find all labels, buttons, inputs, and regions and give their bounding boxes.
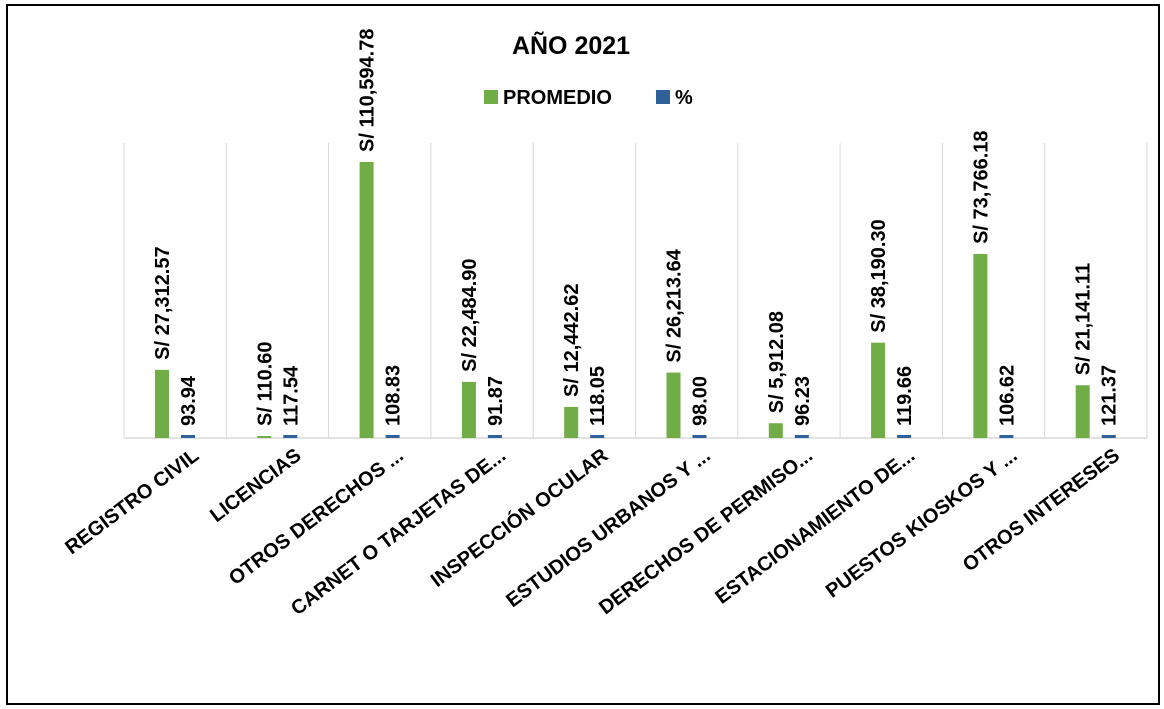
data-label-percent: 93.94: [178, 375, 200, 426]
bar-percent: [181, 435, 195, 438]
data-label-promedio: S/ 38,190.30: [868, 219, 890, 332]
data-label-promedio: S/ 22,484.90: [459, 258, 481, 371]
bar-percent: [794, 435, 809, 438]
category-label: INSPECCIÓN OCULAR: [426, 442, 613, 591]
category-label: CARNET O TARJETAS DE...: [287, 444, 510, 620]
data-label-percent: 91.87: [485, 376, 507, 426]
category-label: ESTUDIOS URBANOS Y ...: [502, 444, 714, 612]
category-label: OTROS DERECHOS ...: [225, 444, 408, 589]
bar-percent: [692, 435, 707, 438]
bar-promedio: [1075, 385, 1090, 438]
data-label-percent: 118.05: [587, 366, 609, 426]
legend-label-promedio: PROMEDIO: [503, 87, 612, 109]
bar-promedio: [973, 253, 988, 438]
category-label: PUESTOS KIOSKOS Y ...: [822, 444, 1022, 602]
legend: PROMEDIO%: [484, 87, 693, 109]
bar-promedio: [666, 372, 681, 438]
bar-percent: [283, 435, 298, 438]
category-label: DERECHOS DE PERMISO...: [595, 444, 817, 619]
data-label-promedio: S/ 26,213.64: [664, 248, 686, 362]
bar-promedio: [155, 369, 169, 438]
data-label-promedio: S/ 27,312.57: [152, 246, 174, 359]
data-label-percent: 108.83: [383, 365, 405, 426]
legend-label-percent: %: [675, 87, 693, 109]
bar-percent: [1101, 435, 1116, 438]
category-label: ESTACIONAMIENTO DE...: [711, 444, 919, 608]
bar-percent: [590, 435, 605, 438]
data-label-promedio: S/ 12,442.62: [561, 284, 583, 397]
bar-promedio: [257, 436, 272, 438]
bar-promedio: [871, 342, 886, 438]
category-label: LICENCIAS: [206, 444, 305, 526]
bar-percent: [487, 435, 502, 438]
data-label-promedio: S/ 73,766.18: [970, 130, 992, 243]
chart-title: AÑO 2021: [512, 30, 630, 60]
data-label-percent: 106.62: [996, 365, 1018, 426]
category-label: REGISTRO CIVIL: [61, 444, 203, 559]
bar-percent: [385, 435, 400, 438]
bar-promedio: [359, 162, 374, 438]
legend-swatch-promedio: [484, 90, 498, 104]
bar-percent: [999, 435, 1014, 438]
data-label-percent: 119.66: [894, 366, 916, 426]
data-label-percent: 98.00: [690, 376, 712, 426]
data-label-percent: 121.37: [1099, 365, 1121, 426]
bar-promedio: [564, 406, 579, 438]
gridlines: [123, 143, 1148, 438]
bar-promedio: [768, 423, 783, 438]
bar-percent: [897, 435, 912, 438]
data-label-promedio: S/ 110,594.78: [357, 29, 379, 152]
legend-swatch-percent: [656, 90, 670, 104]
data-label-percent: 96.23: [792, 376, 814, 426]
data-label-promedio: S/ 110.60: [254, 341, 276, 426]
bars: [155, 162, 1116, 438]
bar-promedio: [461, 381, 476, 438]
chart-frame: [6, 4, 1160, 705]
data-label-promedio: S/ 21,141.11: [1073, 263, 1095, 375]
data-label-promedio: S/ 5,912.08: [766, 311, 788, 413]
data-label-percent: 117.54: [280, 365, 302, 426]
